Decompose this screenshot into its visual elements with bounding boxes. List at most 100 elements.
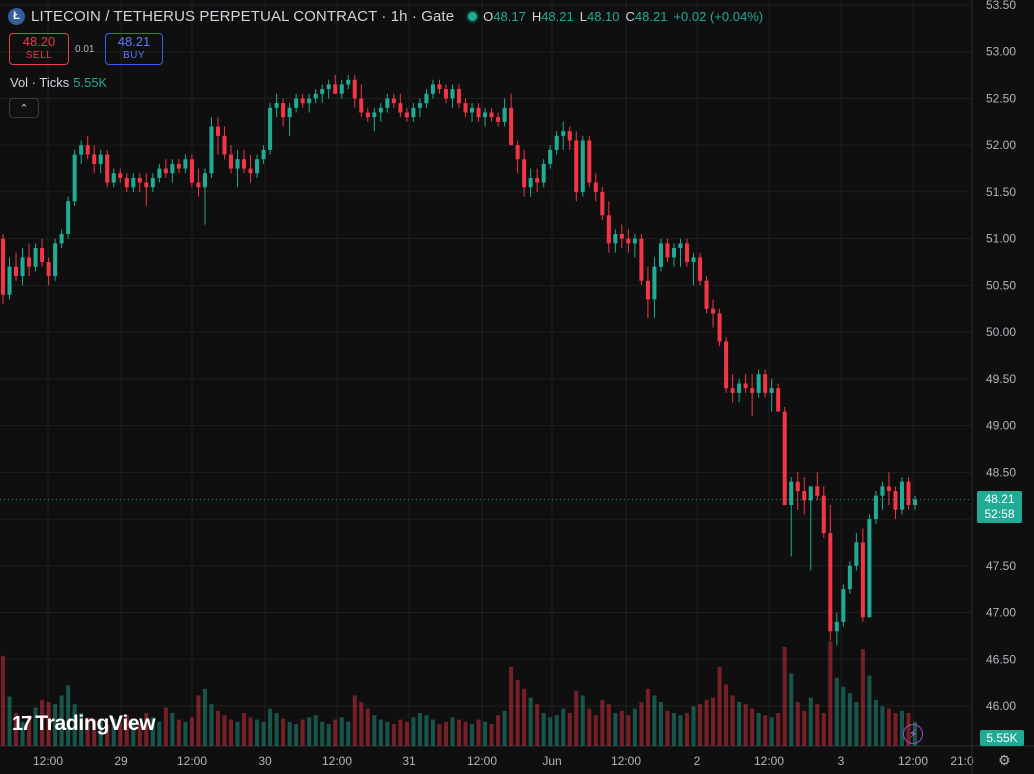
candle-body — [893, 491, 898, 510]
candle-body — [131, 177, 136, 188]
candle-body — [763, 374, 768, 393]
volume-bar — [118, 721, 123, 746]
y-tick-label: 50.50 — [986, 278, 1016, 292]
volume-bar — [860, 649, 865, 746]
candle-body — [639, 238, 644, 281]
candle-body — [92, 154, 97, 164]
low-value: 48.10 — [586, 8, 620, 24]
candle-body — [795, 481, 800, 492]
candle-body — [274, 103, 279, 108]
y-tick-label: 50.00 — [986, 325, 1016, 339]
candle-body — [346, 79, 351, 85]
candle-body — [261, 149, 266, 160]
volume-bar — [46, 702, 51, 746]
sell-button[interactable]: 48.20 SELL — [9, 33, 69, 65]
candle-body — [665, 243, 670, 258]
candle-body — [46, 262, 51, 277]
candle-body — [59, 233, 64, 244]
candle-body — [215, 126, 220, 136]
tradingview-logo[interactable]: 17 TradingView — [12, 712, 156, 736]
candle-body — [821, 495, 826, 534]
candle-body — [658, 243, 663, 267]
volume-bar — [437, 724, 442, 746]
volume-bar — [365, 708, 370, 746]
volume-bar — [847, 693, 852, 746]
low-key: L — [579, 8, 587, 24]
candle-body — [854, 542, 859, 566]
collapse-legend-button[interactable]: ⌃ — [9, 98, 39, 118]
volume-bar — [815, 704, 820, 746]
volume-bar — [600, 699, 605, 746]
candle-body — [606, 215, 611, 244]
volume-bar — [235, 721, 240, 746]
candle-body — [222, 135, 227, 155]
candle-body — [365, 112, 370, 118]
lightning-icon[interactable]: ⚡ — [903, 724, 923, 744]
volume-bar — [795, 702, 800, 746]
volume-bar — [196, 695, 201, 746]
candle-body — [372, 112, 377, 118]
volume-bar — [528, 697, 533, 746]
x-tick-label: 31 — [402, 754, 416, 768]
y-tick-label: 47.00 — [986, 606, 1016, 620]
gear-icon[interactable]: ⚙ — [998, 752, 1011, 768]
candle-body — [124, 177, 129, 188]
symbol-title[interactable]: LITECOIN / TETHERUS PERPETUAL CONTRACT ·… — [31, 7, 455, 25]
close-value: 48.21 — [634, 8, 668, 24]
y-tick-label: 52.00 — [986, 138, 1016, 152]
volume-bar — [717, 666, 722, 746]
volume-bar — [626, 715, 631, 746]
candle-body — [619, 233, 624, 239]
candle-body — [235, 159, 240, 169]
candle-body — [880, 486, 885, 496]
candle-body — [678, 243, 683, 249]
candle-body — [242, 159, 247, 169]
volume-bar — [802, 710, 807, 746]
volume-bar — [691, 706, 696, 746]
candle-body — [40, 248, 45, 263]
volume-bar — [854, 702, 859, 746]
volume-bar — [782, 647, 787, 746]
volume-bar — [98, 721, 103, 746]
last-volume-label: 5.55K — [980, 730, 1024, 746]
volume-bar — [567, 713, 572, 746]
x-tick-label: 12:00 — [467, 754, 497, 768]
volume-bar — [665, 710, 670, 746]
volume-bar — [7, 696, 12, 746]
chart-legend: Ł LITECOIN / TETHERUS PERPETUAL CONTRACT… — [8, 5, 763, 27]
candle-body — [118, 173, 123, 178]
volume-bar — [242, 713, 247, 746]
y-tick-label: 46.00 — [986, 699, 1016, 713]
volume-bar — [899, 710, 904, 746]
volume-bar — [580, 695, 585, 746]
volume-bar — [333, 719, 338, 746]
candle-body — [684, 243, 690, 263]
volume-bar — [209, 704, 214, 746]
candle-body — [652, 266, 657, 300]
volume-bar — [535, 704, 540, 746]
candle-body — [268, 107, 273, 150]
candle-body — [554, 135, 559, 150]
volume-bar — [385, 721, 390, 746]
candle-body — [496, 117, 501, 122]
buy-button[interactable]: 48.21 BUY — [105, 33, 163, 65]
candle-body — [561, 131, 566, 136]
candle-body — [150, 177, 155, 188]
volume-bar — [359, 702, 364, 746]
volume-bar — [880, 706, 885, 746]
candle-body — [339, 84, 344, 94]
candle-body — [776, 388, 781, 412]
volume-bar — [730, 695, 735, 746]
candle-body — [0, 238, 6, 295]
candle-body — [815, 486, 820, 496]
volume-bar — [769, 717, 774, 746]
x-tick-label: 12:00 — [754, 754, 784, 768]
candle-body — [320, 89, 325, 94]
volume-bar — [339, 717, 344, 746]
candle-body — [808, 486, 813, 501]
volume-bar — [202, 688, 207, 746]
candle-body — [111, 173, 116, 183]
candle-body — [98, 154, 103, 164]
y-tick-label: 52.50 — [986, 91, 1016, 105]
